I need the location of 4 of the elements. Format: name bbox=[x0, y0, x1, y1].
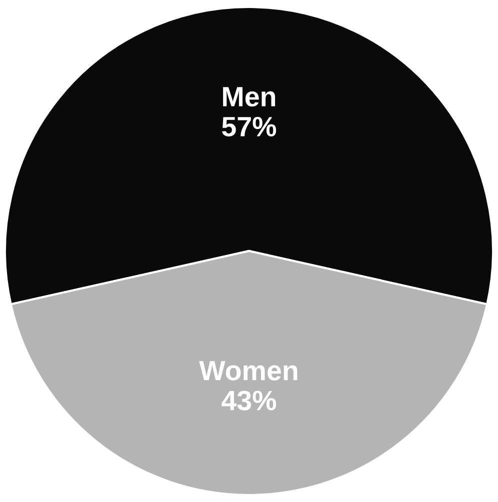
slice-label: Men bbox=[223, 87, 276, 107]
data-label: 43% bbox=[222, 390, 276, 410]
slice-label: Women bbox=[199, 361, 298, 380]
data-label: 57% bbox=[222, 116, 276, 136]
